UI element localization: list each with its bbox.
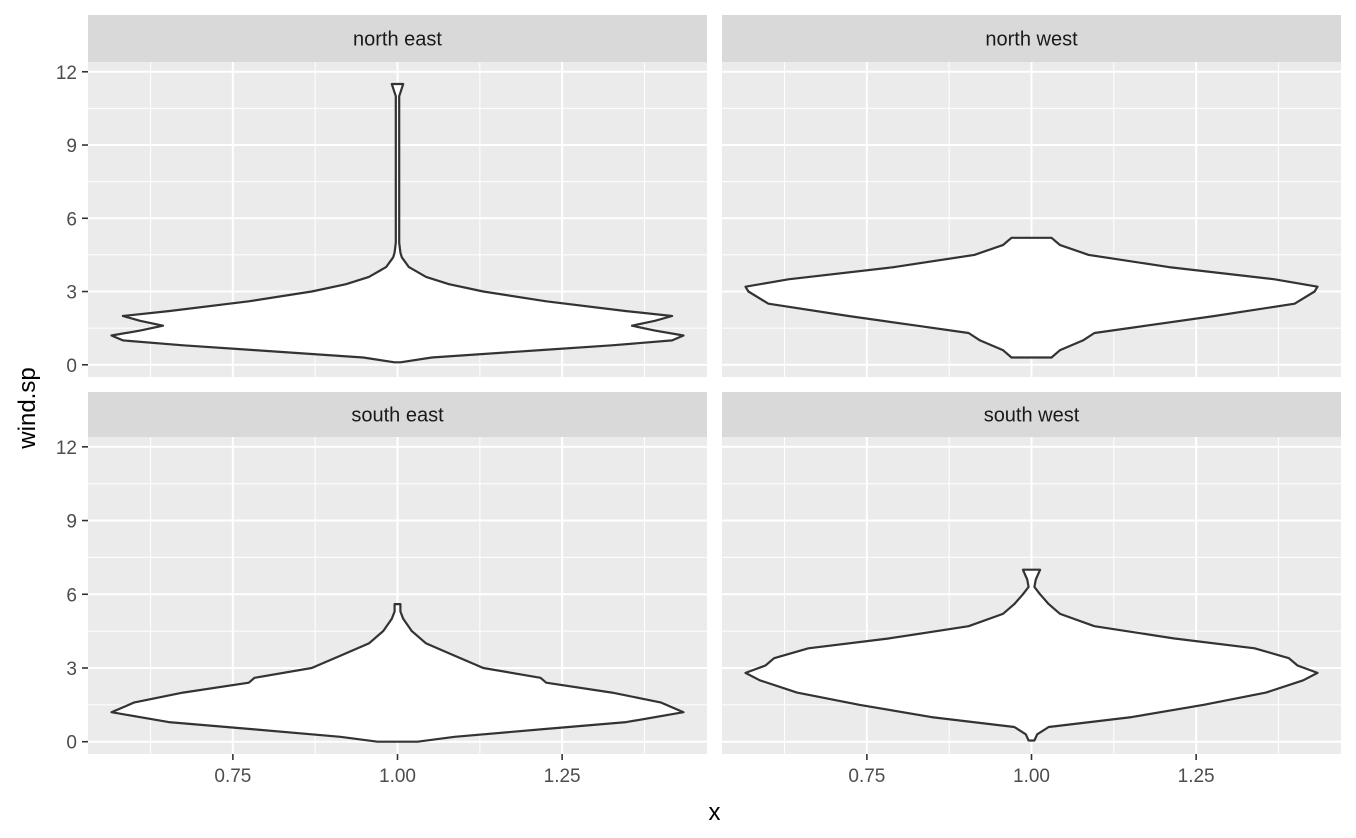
x-tick-label: 0.75 xyxy=(214,766,251,787)
violin-shape xyxy=(744,568,1319,742)
violin-shape xyxy=(110,603,685,743)
y-tick-label: 12 xyxy=(56,438,77,459)
facet-strip-label: south west xyxy=(984,405,1080,427)
y-tick-label: 6 xyxy=(66,209,77,230)
y-tick-label: 9 xyxy=(66,512,77,533)
x-tick-label: 1.25 xyxy=(1178,766,1215,787)
facet-strip-label: north west xyxy=(985,29,1078,51)
facet-strip xyxy=(88,15,707,62)
y-tick-label: 3 xyxy=(66,283,77,304)
x-axis-title: x xyxy=(709,799,721,826)
y-tick-label: 12 xyxy=(56,63,77,84)
y-tick-label: 3 xyxy=(66,659,77,680)
violin-shape xyxy=(110,82,685,364)
y-axis-title: wind.sp xyxy=(14,367,41,449)
x-tick-label: 1.00 xyxy=(379,766,416,787)
facet-strip-label: north east xyxy=(353,29,442,51)
y-tick-label: 0 xyxy=(66,356,77,377)
facet-strip xyxy=(722,392,1341,437)
panel-north-west: north west xyxy=(722,15,1341,377)
facet-strip xyxy=(88,392,707,437)
facet-strip xyxy=(722,15,1341,62)
x-tick-label: 0.75 xyxy=(848,766,885,787)
y-tick-label: 9 xyxy=(66,136,77,157)
y-tick-label: 6 xyxy=(66,585,77,606)
panel-north-east: north east 0 3 6 9 12 xyxy=(56,15,707,377)
y-tick-label: 0 xyxy=(66,733,77,754)
facet-strip-label: south east xyxy=(351,405,444,427)
violin-shape xyxy=(744,236,1319,359)
x-tick-label: 1.00 xyxy=(1013,766,1050,787)
panel-south-east: south east 0 3 6 9 12 0.75 1.00 1.25 xyxy=(56,392,707,787)
panel-south-west: south west 0.75 1.00 1.25 xyxy=(722,392,1341,787)
x-tick-label: 1.25 xyxy=(544,766,581,787)
